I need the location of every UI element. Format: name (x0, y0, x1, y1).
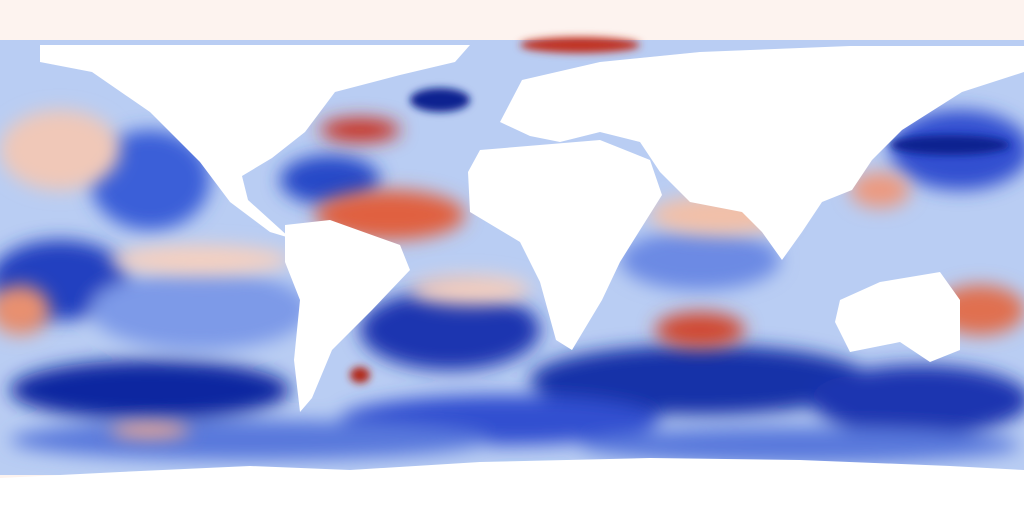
australia (835, 272, 960, 362)
warm-anomalies (0, 110, 1024, 438)
eurasia (500, 46, 1024, 260)
sharp-anomalies (350, 37, 1010, 383)
cold-anomalies (0, 110, 1024, 463)
africa (468, 140, 662, 350)
north-america (40, 45, 470, 238)
south-america (285, 220, 410, 412)
land (0, 45, 1024, 512)
antarctica (0, 458, 1024, 512)
